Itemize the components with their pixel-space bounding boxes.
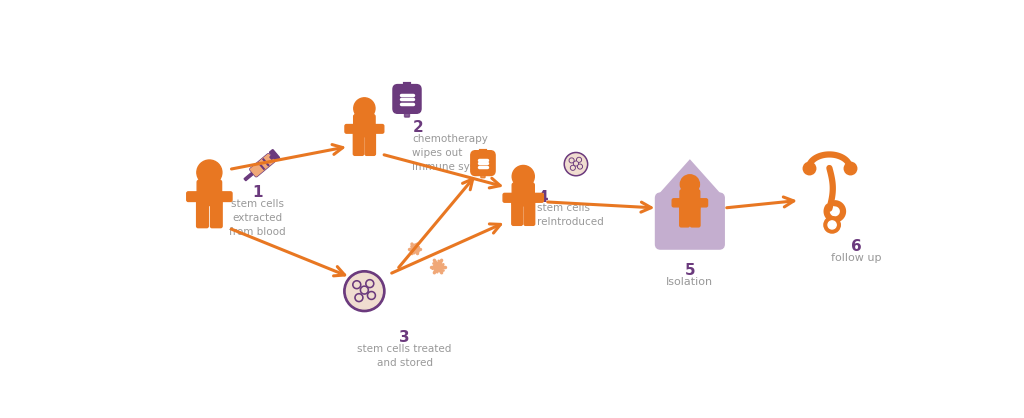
FancyBboxPatch shape <box>503 194 516 202</box>
Circle shape <box>361 288 367 293</box>
Circle shape <box>680 175 699 194</box>
Text: stem cells
reIntroduced: stem cells reIntroduced <box>538 204 604 227</box>
Circle shape <box>577 158 582 162</box>
Circle shape <box>368 291 376 300</box>
Circle shape <box>570 159 573 162</box>
Text: 2: 2 <box>413 120 423 135</box>
Polygon shape <box>658 162 721 196</box>
Circle shape <box>352 280 360 289</box>
FancyBboxPatch shape <box>696 199 708 207</box>
Text: 3: 3 <box>399 330 410 345</box>
Text: 5: 5 <box>685 263 695 278</box>
FancyBboxPatch shape <box>211 201 222 228</box>
Circle shape <box>570 166 575 170</box>
Text: follow up: follow up <box>831 252 882 263</box>
FancyBboxPatch shape <box>186 192 201 201</box>
FancyBboxPatch shape <box>680 189 699 210</box>
FancyBboxPatch shape <box>366 133 376 155</box>
Circle shape <box>360 286 369 294</box>
Circle shape <box>346 273 382 309</box>
FancyBboxPatch shape <box>393 84 421 113</box>
FancyBboxPatch shape <box>244 171 255 181</box>
FancyBboxPatch shape <box>251 155 274 176</box>
Text: 6: 6 <box>851 239 862 254</box>
FancyBboxPatch shape <box>353 115 375 137</box>
FancyBboxPatch shape <box>218 192 232 201</box>
Circle shape <box>354 282 359 287</box>
FancyBboxPatch shape <box>512 183 535 206</box>
Circle shape <box>368 281 373 286</box>
FancyBboxPatch shape <box>690 206 700 227</box>
Circle shape <box>564 153 588 176</box>
Text: 4: 4 <box>538 189 548 204</box>
FancyBboxPatch shape <box>530 194 544 202</box>
Circle shape <box>569 158 573 163</box>
FancyBboxPatch shape <box>524 201 535 225</box>
FancyBboxPatch shape <box>345 125 357 133</box>
FancyBboxPatch shape <box>512 201 522 225</box>
Circle shape <box>366 280 374 288</box>
Circle shape <box>574 162 578 165</box>
Circle shape <box>565 154 586 174</box>
Circle shape <box>828 221 837 229</box>
FancyBboxPatch shape <box>404 107 410 117</box>
FancyBboxPatch shape <box>198 180 221 206</box>
FancyBboxPatch shape <box>371 125 384 133</box>
FancyBboxPatch shape <box>353 133 364 155</box>
FancyBboxPatch shape <box>269 150 280 161</box>
Circle shape <box>512 166 535 187</box>
Circle shape <box>353 98 375 119</box>
Circle shape <box>344 271 385 312</box>
FancyBboxPatch shape <box>680 206 689 227</box>
Circle shape <box>197 160 222 185</box>
Text: stem cells treated
and stored: stem cells treated and stored <box>357 344 452 367</box>
Text: chemotherapy
wipes out
Immune system: chemotherapy wipes out Immune system <box>413 134 497 172</box>
FancyBboxPatch shape <box>656 194 723 248</box>
Circle shape <box>824 217 841 233</box>
Circle shape <box>578 158 581 161</box>
FancyBboxPatch shape <box>481 170 485 178</box>
Text: Isolation: Isolation <box>667 277 714 287</box>
Circle shape <box>355 293 364 302</box>
Text: 1: 1 <box>252 185 263 200</box>
FancyBboxPatch shape <box>672 199 684 207</box>
FancyBboxPatch shape <box>471 151 495 176</box>
Circle shape <box>578 164 583 169</box>
Circle shape <box>571 166 574 169</box>
FancyBboxPatch shape <box>269 154 275 159</box>
Circle shape <box>573 161 579 166</box>
FancyBboxPatch shape <box>197 201 208 228</box>
Text: stem cells
extracted
from blood: stem cells extracted from blood <box>229 199 286 237</box>
Circle shape <box>579 165 582 168</box>
Circle shape <box>356 295 361 300</box>
Circle shape <box>369 293 374 298</box>
